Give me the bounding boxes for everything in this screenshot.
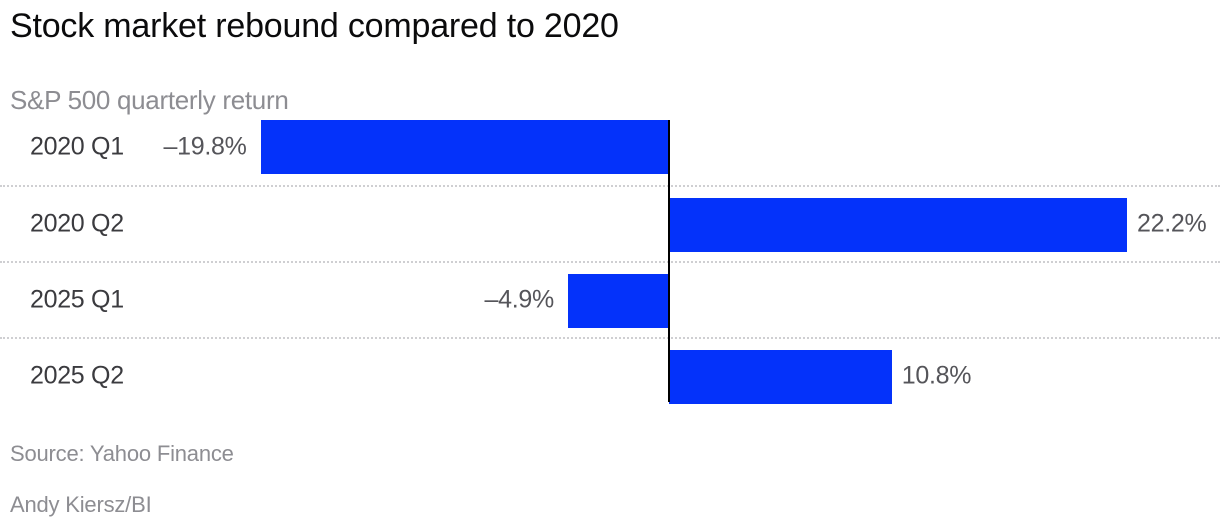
bar	[669, 198, 1127, 252]
chart-row: 2025 Q1 –4.9%	[0, 261, 1220, 337]
category-label: 2025 Q1	[30, 285, 124, 314]
chart-subtitle: S&P 500 quarterly return	[10, 85, 289, 115]
category-label: 2025 Q2	[30, 361, 124, 390]
chart-title: Stock market rebound compared to 2020	[10, 7, 619, 45]
chart-row: 2020 Q1 –19.8%	[0, 109, 1220, 185]
category-label: 2020 Q2	[30, 209, 124, 238]
bar-chart: 2020 Q1 –19.8% 2020 Q2 22.2% 2025 Q1 –4.…	[0, 109, 1220, 413]
zero-axis-line	[668, 120, 670, 402]
category-label: 2020 Q1	[30, 132, 124, 161]
chart-row: 2020 Q2 22.2%	[0, 185, 1220, 261]
value-label: –19.8%	[163, 132, 247, 161]
value-label: 22.2%	[1136, 209, 1207, 238]
source-note: Source: Yahoo Finance	[10, 441, 234, 466]
credit-note: Andy Kiersz/BI	[10, 492, 152, 517]
chart-row: 2025 Q2 10.8%	[0, 337, 1220, 413]
value-label: 10.8%	[901, 361, 972, 390]
bar	[567, 274, 669, 328]
bar	[260, 120, 669, 174]
value-label: –4.9%	[484, 285, 555, 314]
bar	[669, 350, 892, 404]
